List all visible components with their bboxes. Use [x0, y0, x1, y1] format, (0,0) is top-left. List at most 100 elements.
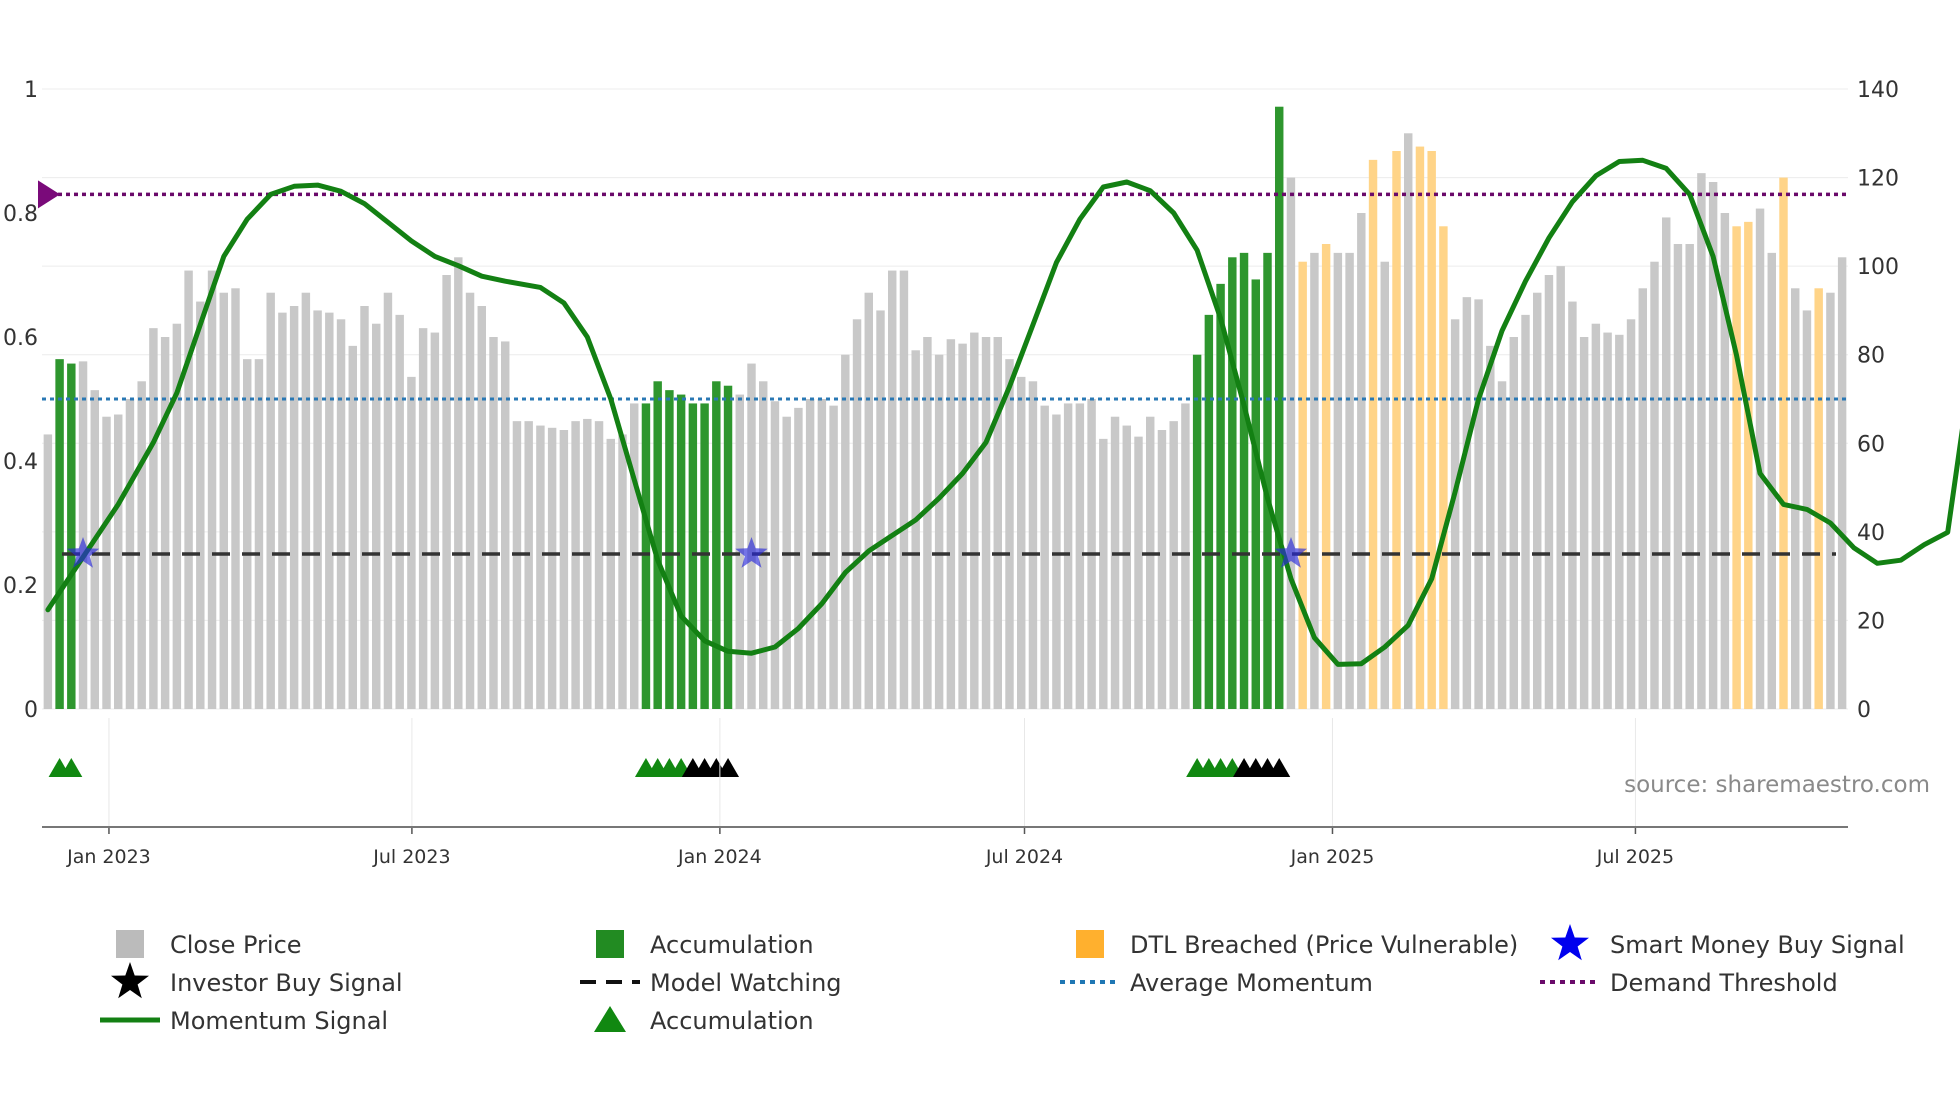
- price-bar: [876, 310, 885, 709]
- price-bar: [1650, 261, 1659, 709]
- price-bar: [1251, 279, 1260, 709]
- price-bar: [852, 319, 862, 709]
- price-bar: [571, 421, 580, 709]
- price-bar: [1685, 244, 1694, 709]
- price-bar: [759, 381, 768, 709]
- price-bar: [559, 430, 569, 709]
- price-bar: [1767, 252, 1776, 710]
- legend-label: Close Price: [170, 931, 302, 959]
- smart-money-star: [1274, 537, 1308, 568]
- price-bar: [454, 257, 463, 709]
- price-bar: [430, 332, 440, 709]
- price-bar: [805, 399, 815, 709]
- right-tick-label: 100: [1857, 255, 1899, 280]
- price-bar: [1486, 345, 1495, 709]
- legend-swatch: [596, 930, 624, 958]
- price-bar: [360, 306, 369, 709]
- price-bar: [55, 359, 64, 709]
- price-bar: [149, 328, 158, 709]
- signal-triangle: [717, 758, 740, 777]
- left-tick-label: 1: [24, 78, 38, 103]
- right-axis: 0 20 40 60 80 100 120 140: [1857, 78, 1899, 723]
- legend-label: Investor Buy Signal: [170, 969, 403, 997]
- reference-lines: [38, 180, 1848, 556]
- x-tick-label: Jan 2023: [66, 846, 151, 868]
- legend-star-icon: [1551, 924, 1589, 961]
- right-tick-label: 40: [1857, 521, 1885, 546]
- price-bar: [1404, 133, 1413, 710]
- price-bar: [630, 403, 639, 709]
- right-tick-label: 80: [1857, 344, 1885, 369]
- price-bar: [1439, 226, 1448, 710]
- price-bar: [665, 390, 674, 709]
- price-bar: [67, 363, 76, 709]
- price-bar: [1415, 146, 1425, 709]
- legend-item: Average Momentum: [1060, 969, 1373, 997]
- price-bar: [1204, 314, 1214, 709]
- price-bar: [418, 328, 428, 709]
- legend-item: Close Price: [116, 930, 302, 959]
- price-bar: [336, 319, 346, 709]
- legend-item: Demand Threshold: [1540, 969, 1838, 997]
- price-bar: [1626, 319, 1636, 709]
- price-bar: [348, 345, 357, 709]
- legend-star-icon: [111, 962, 149, 999]
- price-bar: [1579, 337, 1589, 709]
- price-bar: [911, 350, 920, 709]
- price-bar: [1357, 213, 1366, 709]
- x-axis: Jan 2023 Jul 2023 Jan 2024 Jul 2024 Jan 2025…: [42, 718, 1848, 868]
- price-bar: [688, 403, 698, 709]
- gridlines: [42, 88, 1848, 710]
- price-bar: [594, 421, 604, 709]
- price-bar: [243, 359, 252, 709]
- price-bar: [172, 323, 182, 709]
- price-bar: [1099, 438, 1108, 709]
- signal-panel: [48, 758, 1291, 777]
- price-bar: [923, 337, 932, 709]
- price-bar: [1181, 403, 1190, 709]
- smart-money-signals: [66, 537, 1308, 568]
- price-bar: [1755, 208, 1765, 709]
- price-bar: [747, 363, 756, 709]
- price-bar: [547, 427, 557, 709]
- price-bar: [524, 421, 533, 709]
- price-bar: [254, 359, 264, 709]
- price-bar: [1521, 314, 1530, 709]
- left-tick-label: 0.8: [3, 202, 38, 227]
- price-bar: [1744, 221, 1753, 710]
- price-bar: [1474, 299, 1483, 709]
- price-bar: [102, 416, 111, 709]
- price-bar: [196, 301, 205, 709]
- legend-label: Average Momentum: [1130, 969, 1373, 997]
- price-bar: [1146, 416, 1155, 709]
- price-bar: [43, 434, 53, 709]
- price-bar: [1169, 421, 1178, 709]
- price-bar: [395, 314, 404, 709]
- price-bar: [1063, 403, 1073, 709]
- price-bar: [618, 434, 627, 709]
- legend-triangle-icon: [594, 1006, 626, 1032]
- price-bar: [383, 292, 393, 709]
- price-bar: [231, 288, 240, 709]
- price-bar: [1615, 334, 1624, 709]
- signal-triangle: [60, 758, 83, 777]
- price-bar: [1040, 405, 1049, 709]
- price-bar: [1603, 332, 1612, 709]
- right-tick-label: 120: [1857, 167, 1899, 192]
- price-bar: [723, 385, 733, 709]
- price-bar: [770, 401, 780, 709]
- left-axis: 0 0.2 0.4 0.6 0.8 1: [3, 78, 38, 723]
- price-bar: [1556, 266, 1565, 709]
- price-bar: [1779, 177, 1788, 709]
- price-bar: [1392, 151, 1401, 709]
- price-bar: [1837, 257, 1847, 709]
- price-bar: [289, 306, 299, 709]
- left-tick-label: 0.6: [3, 326, 38, 351]
- price-bar: [1157, 430, 1167, 709]
- price-bar: [1450, 319, 1460, 709]
- price-bar: [676, 394, 686, 709]
- price-bar: [641, 403, 651, 709]
- price-bar: [1720, 213, 1730, 709]
- price-bar: [301, 292, 311, 709]
